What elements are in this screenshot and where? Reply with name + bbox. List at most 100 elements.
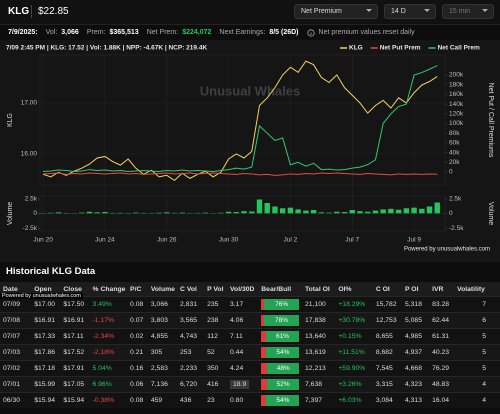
plot-area bbox=[39, 54, 446, 186]
dropdown[interactable]: 14 D bbox=[384, 4, 436, 19]
column-header[interactable]: Date bbox=[0, 282, 32, 297]
column-header[interactable]: P OI bbox=[401, 282, 430, 297]
cell-text: 235 bbox=[207, 301, 219, 308]
table-cell: 21,100 bbox=[302, 296, 336, 313]
bear-bull-bar: 48% bbox=[261, 363, 300, 374]
cell-text: 4.24 bbox=[230, 365, 244, 372]
legend-label: Net Put Prem bbox=[380, 45, 421, 52]
cell-text: 350 bbox=[207, 365, 219, 372]
cell-text: 4,743 bbox=[180, 333, 198, 340]
table-row[interactable]: 07/09 $17.00 $17.50 3.49% 0.08 3,066 2,831 235 3… bbox=[0, 296, 500, 313]
table-cell: 2,831 bbox=[177, 296, 205, 313]
cell-text: +3.26% bbox=[338, 381, 362, 388]
column-header[interactable]: Vol/30D bbox=[227, 282, 259, 297]
table-cell: +59.90% bbox=[335, 360, 373, 377]
summary-value: $365,513 bbox=[109, 29, 139, 36]
column-header[interactable]: OI% bbox=[335, 282, 373, 297]
summary-items: Vol: 3,066 Prem: $365,513 Net Prem: $224,072 N… bbox=[46, 29, 303, 36]
column-header[interactable]: Volume bbox=[147, 282, 178, 297]
y2-tick-label: 2.5k bbox=[449, 196, 462, 203]
table-cell: 5,085 bbox=[401, 312, 430, 329]
cell-text: 0.80 bbox=[230, 397, 244, 404]
bear-part bbox=[261, 395, 267, 406]
cell-text: 7 bbox=[482, 301, 486, 308]
table-cell: 235 bbox=[204, 296, 228, 313]
volume-bar bbox=[287, 207, 294, 214]
summary-value: $224,072 bbox=[182, 29, 212, 36]
table-row[interactable]: 07/08 $16.91 $16.91 -1.17% 0.07 3,803 3,565 238… bbox=[0, 312, 500, 329]
column-header[interactable]: Bear/Bull bbox=[258, 282, 302, 297]
volume-bar bbox=[55, 212, 62, 214]
column-header[interactable]: C Vol bbox=[177, 282, 205, 297]
volume-bar bbox=[79, 212, 85, 214]
dropdown[interactable]: Net Premium bbox=[294, 4, 378, 19]
table-row[interactable]: 07/01 $15.99 $17.05 6.96% 0.06 7,136 6,720 416 1… bbox=[0, 376, 500, 393]
cell-text: -2.34% bbox=[92, 333, 115, 340]
cell-text: 7,638 bbox=[305, 381, 323, 388]
volume-bar bbox=[202, 212, 209, 214]
table-cell: +11.51% bbox=[335, 344, 373, 361]
volume-bar bbox=[395, 209, 402, 214]
cell-text: 8,655 bbox=[375, 333, 393, 340]
bear-part bbox=[261, 379, 267, 390]
cell-text: 4,668 bbox=[404, 365, 422, 372]
bear-part bbox=[261, 299, 264, 310]
table-cell: 350 bbox=[204, 360, 228, 377]
y-tick-label: -2.5k bbox=[23, 225, 38, 232]
table-row[interactable]: 07/02 $17.18 $17.91 5.04% 0.16 2,583 2,233 350 4… bbox=[0, 360, 500, 377]
table-cell: 4 bbox=[454, 392, 500, 408]
table-row[interactable]: 07/07 $17.33 $17.11 -2.34% 0.02 4,855 4,743 112… bbox=[0, 328, 500, 345]
cell-text: 2,583 bbox=[150, 365, 168, 372]
volume-bar bbox=[133, 212, 139, 214]
volume-bar bbox=[256, 199, 263, 214]
column-header[interactable]: % Change bbox=[89, 282, 128, 297]
dropdown[interactable]: 15 min bbox=[442, 4, 494, 19]
summary-note: Net premium values reset daily bbox=[318, 29, 415, 36]
column-header[interactable]: C OI bbox=[372, 282, 402, 297]
column-header[interactable]: P/C bbox=[127, 282, 148, 297]
table-cell: 6,720 bbox=[177, 376, 205, 393]
y2-tick-label: 200k bbox=[449, 72, 464, 79]
column-header[interactable]: Close bbox=[60, 282, 90, 297]
cell-text: 7,545 bbox=[375, 365, 393, 372]
bear-part bbox=[261, 315, 264, 326]
volume-bar bbox=[249, 211, 255, 214]
table-cell: 4,313 bbox=[401, 392, 430, 408]
table-cell: $17.05 bbox=[60, 376, 90, 393]
cell-text: 3,084 bbox=[375, 397, 393, 404]
table-cell: 12,753 bbox=[372, 312, 402, 329]
table-row[interactable]: 06/30 $15.94 $15.94 -0.38% 0.08 459 436 23 0.80 5… bbox=[0, 392, 500, 408]
bear-part bbox=[261, 363, 268, 374]
y-tick-label: 0 bbox=[33, 210, 37, 217]
column-header[interactable]: IVR bbox=[429, 282, 455, 297]
table-cell: 7,545 bbox=[372, 360, 402, 377]
summary-label: Vol: bbox=[45, 29, 58, 36]
cell-text: +6.03% bbox=[338, 397, 362, 404]
y2-tick-label: 20k bbox=[449, 159, 460, 166]
table-cell: 4.24 bbox=[227, 360, 259, 377]
x-tick-label: Jul 9 bbox=[407, 237, 421, 244]
table-cell: 459 bbox=[147, 392, 178, 408]
column-header[interactable]: Volatility bbox=[454, 282, 500, 297]
x-tick-label: Jun 24 bbox=[95, 237, 115, 244]
table-row[interactable]: 07/03 $17.86 $17.52 -2.18% 0.21 305 253 52 0.44 5… bbox=[0, 344, 500, 361]
volume-bar bbox=[63, 212, 69, 214]
table-cell: -2.18% bbox=[89, 344, 128, 361]
table-cell: 16.04 bbox=[429, 392, 455, 408]
volume-bar bbox=[357, 211, 363, 214]
column-header[interactable]: P Vol bbox=[204, 282, 228, 297]
column-header[interactable]: Total OI bbox=[302, 282, 336, 297]
table-cell: +0.15% bbox=[335, 328, 373, 345]
volume-bar bbox=[349, 210, 355, 214]
column-header[interactable]: Open bbox=[31, 282, 61, 297]
summary: 7/9/2025: Vol: 3,066 Prem: $365,513 Net Prem… bbox=[8, 27, 415, 38]
cell-text: 21,100 bbox=[305, 301, 326, 308]
watermark: Unusual Whales bbox=[200, 83, 300, 98]
table-cell: 0.16 bbox=[127, 360, 148, 377]
x-tick-label: Jul 2 bbox=[284, 237, 298, 244]
cell-text: +18.29% bbox=[338, 301, 366, 308]
cell-text: 253 bbox=[180, 349, 192, 356]
volume-bar bbox=[426, 206, 433, 214]
cell-text: 07/03 bbox=[3, 349, 21, 356]
table-cell: $17.00 bbox=[31, 296, 61, 313]
